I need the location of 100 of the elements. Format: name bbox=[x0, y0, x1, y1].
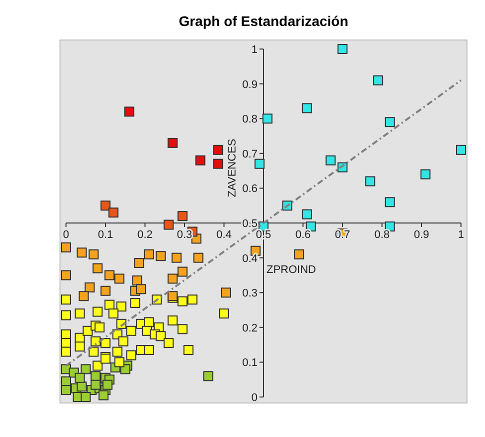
point bbox=[178, 211, 188, 222]
point bbox=[74, 342, 85, 352]
x-tick-label: 1 bbox=[458, 229, 464, 241]
point bbox=[302, 103, 312, 114]
point bbox=[164, 338, 174, 348]
point bbox=[61, 294, 71, 305]
point bbox=[219, 308, 229, 318]
point bbox=[104, 270, 114, 280]
point bbox=[456, 144, 466, 155]
point bbox=[168, 315, 178, 326]
y-tick-label: 0.1 bbox=[242, 357, 258, 370]
point bbox=[384, 197, 395, 208]
point bbox=[88, 249, 99, 260]
point bbox=[80, 392, 91, 402]
point bbox=[92, 306, 103, 317]
point bbox=[84, 282, 95, 292]
point bbox=[373, 75, 384, 86]
point bbox=[100, 338, 110, 348]
point bbox=[254, 158, 265, 169]
point bbox=[61, 242, 71, 252]
y-tick-label: 0.7 bbox=[242, 148, 258, 160]
point bbox=[100, 286, 110, 296]
point bbox=[126, 326, 136, 336]
point bbox=[98, 390, 109, 400]
x-tick-label: 0.2 bbox=[137, 229, 153, 241]
point bbox=[112, 346, 122, 357]
point bbox=[104, 300, 114, 310]
point bbox=[108, 208, 118, 218]
point bbox=[384, 117, 395, 128]
y-tick-label: 0.9 bbox=[242, 78, 258, 91]
point bbox=[80, 364, 91, 374]
point bbox=[102, 380, 112, 390]
point bbox=[168, 274, 178, 284]
point bbox=[126, 350, 136, 360]
x-tick-label: 0 bbox=[62, 229, 70, 241]
point bbox=[178, 296, 188, 306]
point bbox=[100, 200, 110, 211]
point bbox=[178, 324, 188, 334]
point bbox=[124, 106, 134, 117]
y-tick-label: 0.4 bbox=[242, 252, 258, 265]
point bbox=[61, 270, 71, 280]
y-tick-label: 0 bbox=[251, 392, 258, 404]
point bbox=[144, 317, 154, 328]
point bbox=[90, 371, 101, 382]
point bbox=[114, 274, 124, 284]
point bbox=[178, 266, 188, 277]
point bbox=[144, 249, 154, 260]
point bbox=[130, 298, 140, 308]
x-tick-label: 0.8 bbox=[374, 229, 390, 241]
point bbox=[114, 357, 124, 368]
point bbox=[365, 176, 376, 186]
point bbox=[88, 346, 99, 357]
point bbox=[294, 249, 304, 260]
point bbox=[302, 209, 312, 220]
point bbox=[90, 380, 101, 390]
y-tick-label: 0.6 bbox=[242, 183, 258, 196]
x-tick-label: 0.9 bbox=[414, 229, 430, 241]
point bbox=[74, 372, 85, 383]
x-axis-title: ZPROIND bbox=[266, 264, 316, 276]
x-tick-label: 0.4 bbox=[216, 229, 232, 241]
point bbox=[61, 346, 71, 357]
point bbox=[116, 302, 126, 312]
point bbox=[326, 155, 336, 166]
point bbox=[213, 144, 224, 155]
point bbox=[338, 44, 348, 54]
point bbox=[172, 252, 182, 263]
y-tick-label: 0.2 bbox=[242, 322, 258, 334]
point bbox=[203, 371, 214, 382]
point bbox=[134, 258, 144, 268]
x-tick-label: 0.1 bbox=[98, 229, 114, 241]
point bbox=[213, 158, 224, 169]
point bbox=[262, 114, 272, 124]
point bbox=[74, 308, 85, 318]
point bbox=[156, 251, 166, 262]
point bbox=[168, 138, 178, 148]
point bbox=[220, 288, 231, 298]
y-axis-title: ZAVENCES bbox=[226, 138, 238, 198]
y-tick-label: 0.3 bbox=[242, 288, 258, 300]
point bbox=[193, 252, 204, 263]
point bbox=[78, 291, 89, 302]
point bbox=[61, 310, 71, 320]
y-tick-label: 1 bbox=[251, 44, 258, 56]
y-tick-label: 0.8 bbox=[242, 114, 258, 126]
point bbox=[156, 331, 166, 342]
point bbox=[82, 326, 93, 336]
point bbox=[92, 360, 103, 371]
point bbox=[90, 336, 101, 346]
chart-title: Graph of Estandarización bbox=[178, 13, 348, 29]
point bbox=[118, 336, 128, 346]
point bbox=[195, 155, 206, 166]
point bbox=[94, 322, 105, 332]
point bbox=[61, 338, 71, 348]
point bbox=[187, 294, 198, 305]
point bbox=[61, 385, 71, 396]
point bbox=[164, 220, 174, 230]
x-tick-label: 0.6 bbox=[295, 229, 311, 241]
point bbox=[183, 345, 194, 356]
point bbox=[76, 248, 87, 258]
point bbox=[108, 308, 118, 318]
point bbox=[420, 169, 430, 180]
